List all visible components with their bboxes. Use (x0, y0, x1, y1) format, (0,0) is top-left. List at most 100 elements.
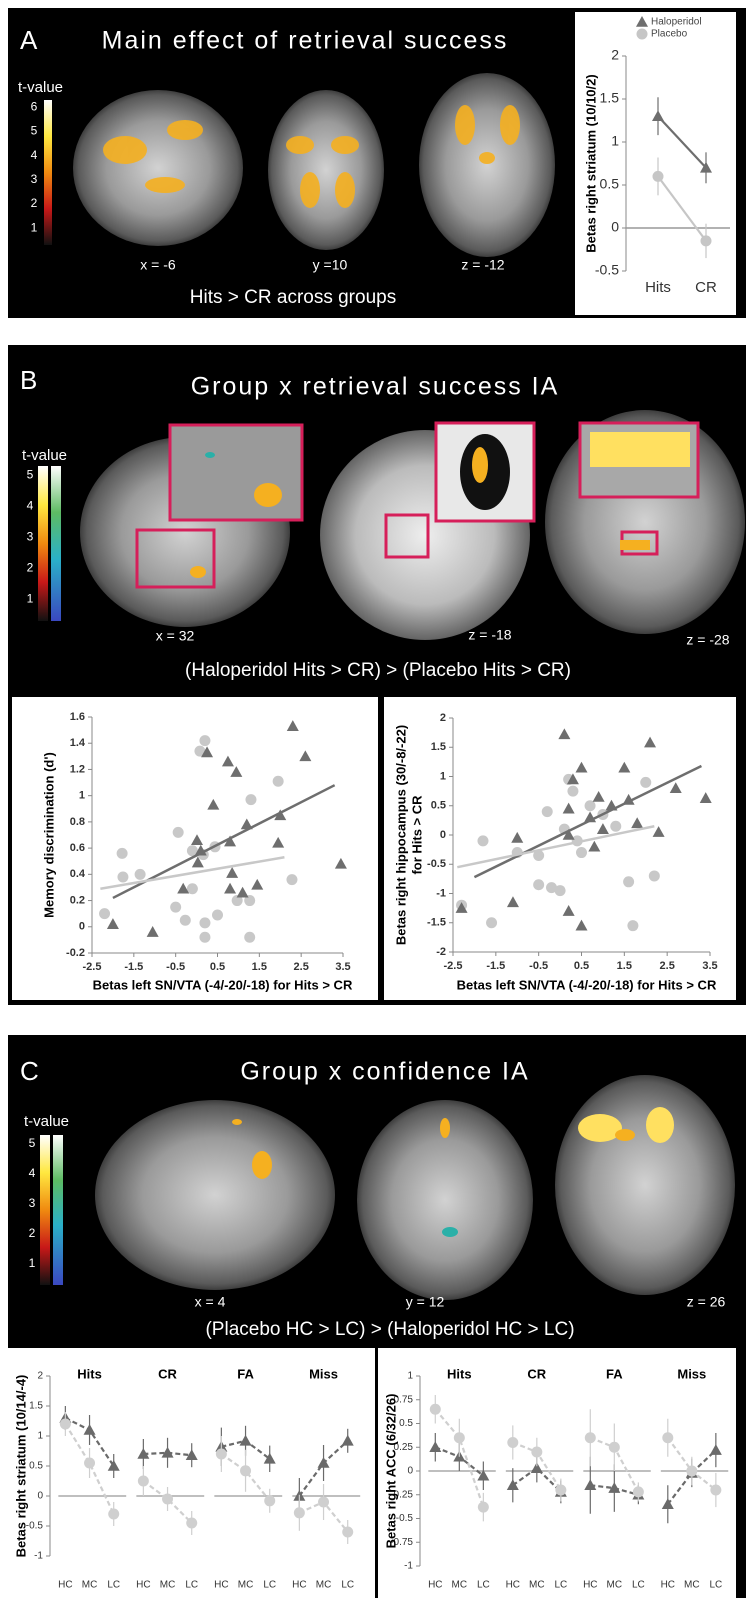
brain-slice (419, 73, 555, 257)
y-tick-label: 0.2 (70, 894, 85, 906)
colorbar (51, 466, 61, 621)
circle-marker (610, 821, 621, 832)
y-tick-label: -1 (404, 1561, 413, 1572)
x-tick-label: -0.5 (166, 961, 185, 973)
x-tick-label: 3.5 (335, 961, 350, 973)
circle-marker (170, 902, 181, 913)
y-tick-label: 1.5 (600, 90, 620, 106)
panel-title: Main effect of retrieval success (102, 27, 509, 55)
circle-marker (294, 1507, 305, 1518)
group-label: FA (237, 1366, 254, 1381)
circle-marker (286, 874, 297, 885)
x-tick-label: 2.5 (294, 961, 309, 973)
circle-marker (180, 915, 191, 926)
circle-marker (542, 806, 553, 817)
y-tick-label: -0.5 (427, 858, 446, 870)
y-tick-label: -1 (34, 1551, 43, 1562)
x-tick-label: 1.5 (252, 961, 267, 973)
y-tick-label: 1 (611, 133, 619, 149)
x-tick-label: 0.5 (574, 960, 589, 972)
panel-title: Group x retrieval success IA (191, 373, 560, 401)
x-tick-label: HC (583, 1580, 597, 1591)
y-axis-label: Betas right ACC (6/32/26) (383, 1394, 398, 1549)
panel-letter: B (20, 365, 37, 395)
x-tick-label: MC (607, 1580, 623, 1591)
x-tick-label: MC (316, 1580, 332, 1591)
y-tick-label: 0.6 (70, 842, 85, 854)
x-tick-label: Hits (645, 279, 671, 296)
x-tick-label: LC (185, 1580, 198, 1591)
x-tick-label: MC (238, 1580, 254, 1591)
colorbar-title: t-value (22, 447, 67, 464)
x-tick-label: MC (82, 1580, 98, 1591)
y-axis-label: for Hits > CR (409, 795, 424, 875)
x-tick-label: LC (554, 1580, 567, 1591)
y-tick-label: 1 (440, 770, 446, 782)
y-tick-label: -2 (436, 946, 446, 958)
y-tick-label: -0.5 (595, 262, 619, 278)
circle-marker (117, 871, 128, 882)
circle-marker (555, 885, 566, 896)
group-label: CR (158, 1366, 177, 1381)
circle-marker (585, 1432, 596, 1443)
x-axis-label: Betas left SN/VTA (-4/-20/-18) for Hits … (457, 977, 717, 992)
panel-subtitle: (Placebo HC > LC) > (Haloperidol HC > LC… (205, 1319, 574, 1340)
y-tick-label: 0 (440, 829, 446, 841)
x-tick-label: LC (263, 1580, 276, 1591)
x-tick-label: -2.5 (444, 960, 463, 972)
y-tick-label: 1.5 (431, 741, 446, 753)
circle-marker (609, 1442, 620, 1453)
group-label: CR (527, 1366, 546, 1381)
circle-marker (240, 1465, 251, 1476)
colorbar-tick-label: 4 (29, 1166, 36, 1180)
x-tick-label: 1.5 (617, 960, 632, 972)
circle-marker (576, 847, 587, 858)
colorbar-tick-label: 5 (29, 1136, 36, 1150)
group-label: Hits (77, 1366, 102, 1381)
slice-label: z = 26 (687, 1294, 726, 1310)
brain-slice (95, 1100, 335, 1290)
circle-marker (653, 171, 664, 182)
x-tick-label: 2.5 (660, 960, 675, 972)
chart-box (378, 1348, 736, 1598)
group-label: Miss (309, 1366, 338, 1381)
colorbar (38, 466, 48, 621)
brain-slice (268, 90, 384, 250)
circle-marker (649, 870, 660, 881)
circle-marker (567, 786, 578, 797)
y-tick-label: 0.5 (29, 1461, 43, 1472)
x-tick-label: LC (107, 1580, 120, 1591)
colorbar-tick-label: 1 (29, 1256, 36, 1270)
x-tick-label: HC (58, 1580, 72, 1591)
colorbar-tick-label: 3 (29, 1196, 36, 1210)
y-tick-label: 0.8 (70, 816, 85, 828)
y-tick-label: 2 (611, 47, 619, 63)
x-tick-label: 3.5 (702, 960, 717, 972)
slice-label: x = -6 (140, 257, 176, 273)
slice-label: x = 32 (156, 628, 195, 644)
group-label: FA (606, 1366, 623, 1381)
colorbar-tick-label: 5 (27, 467, 34, 481)
x-tick-label: LC (709, 1580, 722, 1591)
circle-marker (264, 1495, 275, 1506)
y-tick-label: 0.5 (399, 1418, 413, 1429)
y-tick-label: 1.5 (29, 1401, 43, 1412)
circle-marker (486, 917, 497, 928)
circle-marker (531, 1447, 542, 1458)
colorbar-title: t-value (18, 79, 63, 96)
x-tick-label: MC (160, 1580, 176, 1591)
x-tick-label: HC (136, 1580, 150, 1591)
legend-label: Haloperidol (651, 17, 702, 28)
colorbar-tick-label: 3 (31, 172, 38, 186)
circle-marker (662, 1432, 673, 1443)
slice-label: y =10 (313, 257, 348, 273)
colorbar-tick-label: 2 (31, 196, 38, 210)
circle-marker (138, 1476, 149, 1487)
circle-marker (686, 1466, 697, 1477)
circle-marker (212, 909, 223, 920)
circle-marker (244, 932, 255, 943)
colorbar (44, 100, 52, 245)
brain-slice (555, 1075, 735, 1295)
group-label: Miss (677, 1366, 706, 1381)
colorbar-tick-label: 2 (27, 560, 34, 574)
